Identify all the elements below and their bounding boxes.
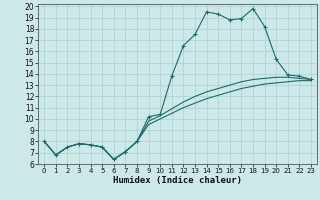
X-axis label: Humidex (Indice chaleur): Humidex (Indice chaleur) — [113, 176, 242, 185]
